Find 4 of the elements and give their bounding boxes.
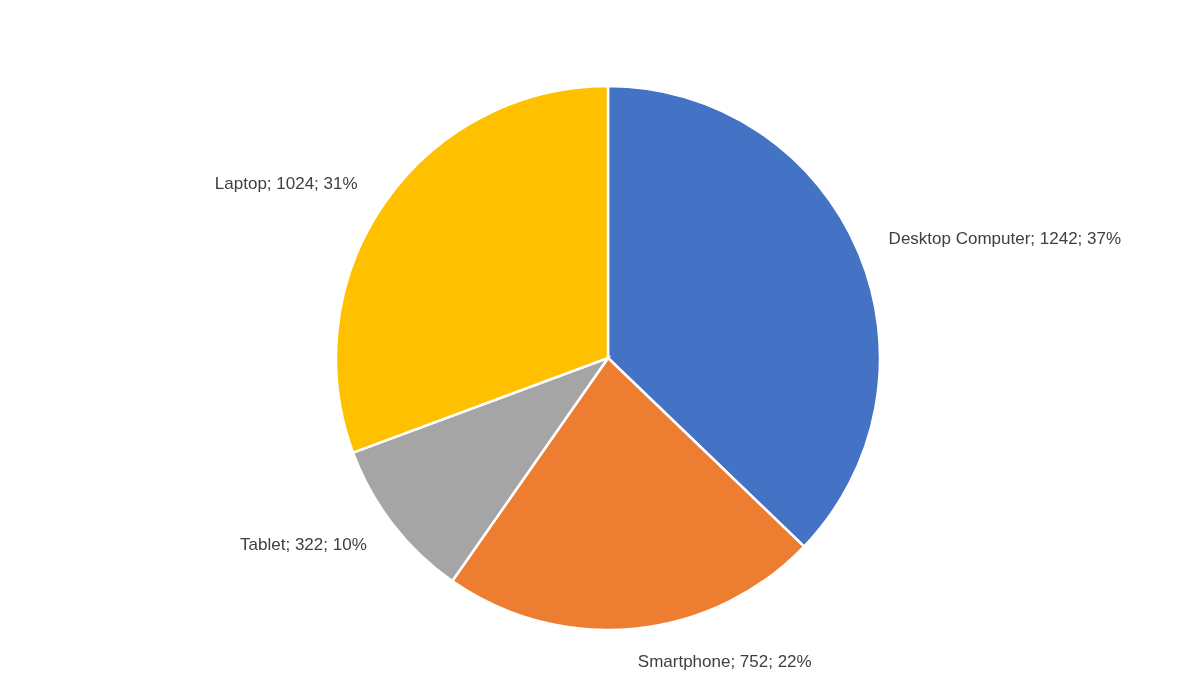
slice-label: Desktop Computer; 1242; 37% — [888, 228, 1122, 248]
slice-label: Smartphone; 752; 22% — [637, 651, 812, 671]
slice-label: Tablet; 322; 10% — [240, 534, 367, 554]
slice-label: Laptop; 1024; 31% — [214, 173, 358, 193]
